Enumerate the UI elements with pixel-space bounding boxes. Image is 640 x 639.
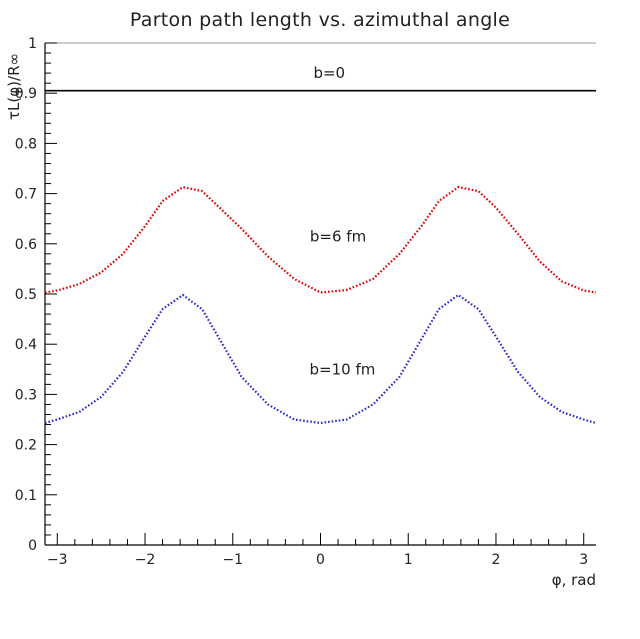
x-axis-label: φ, rad	[552, 571, 596, 589]
series-line	[44, 293, 597, 425]
x-tick-label: −1	[222, 552, 243, 568]
series-annotation: b=10 fm	[310, 360, 376, 378]
chart-title: Parton path length vs. azimuthal angle	[130, 9, 510, 31]
y-tick-label: 0	[28, 538, 37, 554]
series-layer	[44, 89, 597, 425]
x-tick-label: 0	[316, 552, 325, 568]
y-tick-label: 0.3	[15, 387, 37, 403]
x-tick-label: 3	[579, 552, 588, 568]
annotation-layer: b=0 b=6 fm b=10 fm	[310, 64, 376, 378]
y-tick-label: 0.2	[15, 438, 37, 454]
y-tick-label: 0.4	[15, 337, 37, 353]
y-tick-label: 0.7	[15, 187, 37, 203]
axis-label-layer: φ, rad τL(φ)/R∞	[5, 53, 596, 589]
y-tick-label: 0.6	[15, 237, 37, 253]
y-tick-label: 0.5	[15, 287, 37, 303]
x-tick-label: 2	[492, 552, 501, 568]
y-tick-label: 0.1	[15, 488, 37, 504]
x-tick-label: −3	[47, 552, 68, 568]
y-tick-label: 0.8	[15, 136, 37, 152]
x-tick-label: −2	[135, 552, 156, 568]
series-annotation: b=0	[313, 64, 345, 82]
x-tick-label: 1	[404, 552, 413, 568]
y-tick-label: 1	[28, 36, 37, 52]
series-annotation: b=6 fm	[310, 227, 366, 245]
y-tick-label: 0.9	[15, 86, 37, 102]
axes: 0 0.1 0.2 0.3 0.4 0.5 0.6 0.7 0.8 0.9 1 −3 −2 −1 0 1 2 3	[15, 36, 596, 568]
y-axis-label: τL(φ)/R∞	[5, 53, 23, 120]
